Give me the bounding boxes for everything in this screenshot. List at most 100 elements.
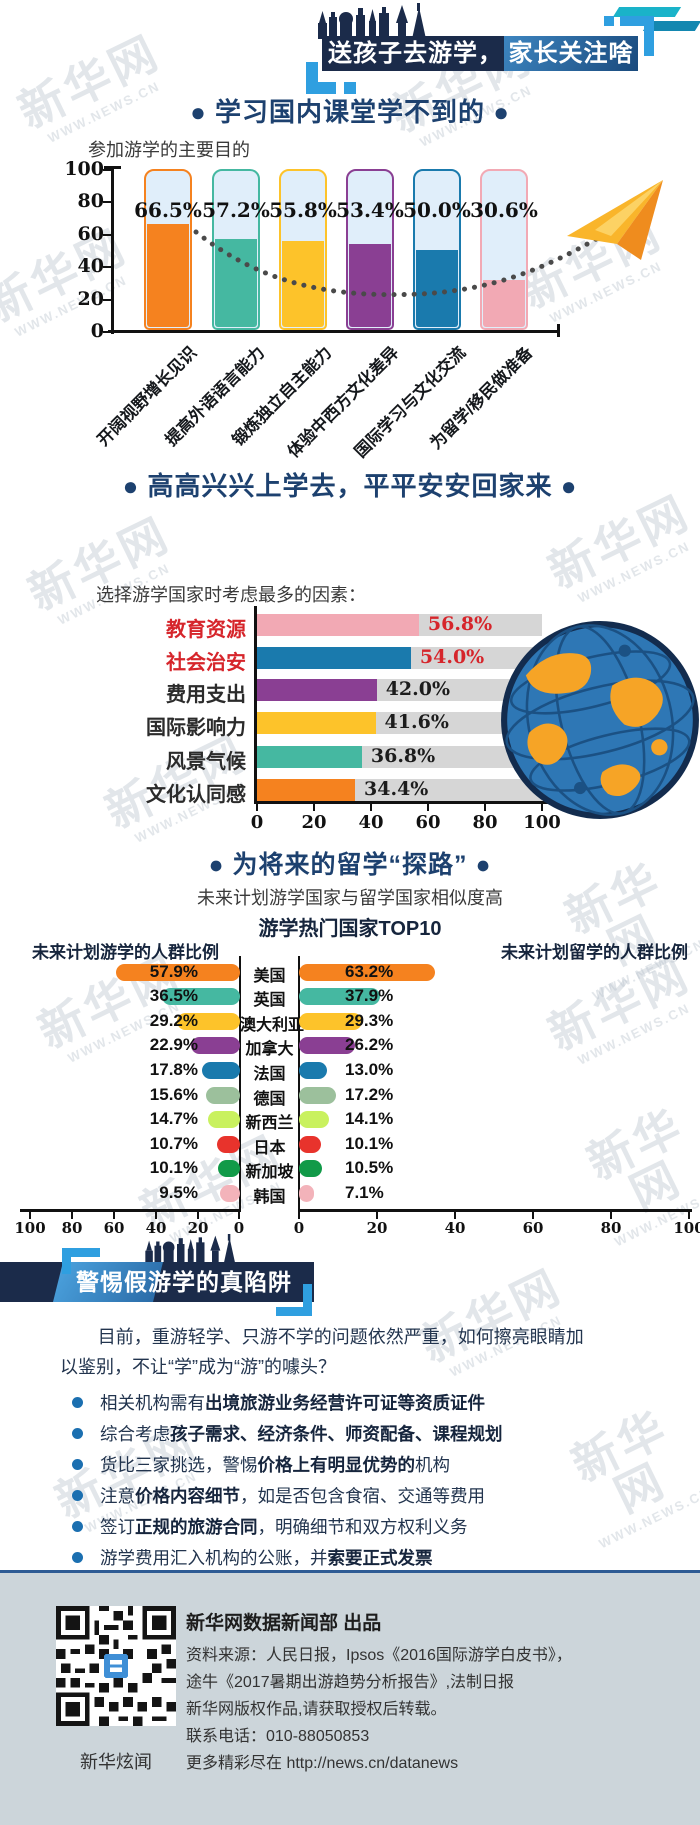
bar-value-label: 34.4% <box>364 778 429 800</box>
bar-fill <box>147 224 189 327</box>
bullet-text-em: 孩子需求、经济条件、师资配备、课程规划 <box>170 1424 503 1444</box>
x-tick-label: 20 <box>301 812 327 833</box>
paragraph-line: 以鉴别，不让“学”成为“游”的噱头？ <box>60 1357 336 1377</box>
bar-value-label: 53.4% <box>336 198 404 222</box>
left-bar <box>190 1037 240 1055</box>
y-tick-label: 40 <box>77 255 104 278</box>
right-axis-tick-label: 100 <box>673 1219 700 1237</box>
right-value-label: 29.3% <box>345 1010 394 1030</box>
y-tick-label: 100 <box>64 158 104 180</box>
bar-value-label: 55.8% <box>269 198 337 222</box>
x-axis-end-tick <box>557 324 560 337</box>
bullet-text-em: 正规的旅游合同 <box>135 1517 258 1537</box>
left-bar <box>115 963 240 981</box>
bar-value-label: 36.8% <box>370 745 436 767</box>
left-axis-tick-label: 60 <box>103 1219 125 1237</box>
bullet-text-plain: ，如是否包含食宿、交通等费用 <box>240 1486 485 1506</box>
right-axis-tick-label: 60 <box>522 1219 544 1237</box>
right-axis-tick-label: 0 <box>293 1219 305 1237</box>
paper-plane-icon <box>567 180 663 260</box>
right-bar <box>299 1184 315 1202</box>
bar-fill <box>257 712 376 734</box>
bullet-text-plain: ，明确细节和双方权利义务 <box>257 1517 468 1537</box>
footer-divider <box>0 1570 700 1573</box>
left-bar <box>206 1086 240 1104</box>
right-axis-tick-label: 20 <box>366 1219 388 1237</box>
qr-label: 新华炫闻 <box>80 1752 152 1772</box>
country-label: 美国 <box>253 967 286 985</box>
left-value-label: 10.1% <box>149 1158 198 1178</box>
right-value-label: 10.1% <box>345 1133 394 1153</box>
bullet-text-plain: 注意 <box>100 1486 135 1506</box>
bullet-text-plain: 货比三家挑选，警惕 <box>100 1455 258 1475</box>
bullet-dot <box>72 1521 83 1532</box>
row-label: 教育资源 <box>166 619 246 641</box>
country-label: 法国 <box>253 1065 286 1083</box>
bar-value-label: 66.5% <box>134 198 202 222</box>
left-bar <box>208 1111 240 1129</box>
right-value-label: 7.1% <box>345 1182 384 1202</box>
right-bar <box>299 988 381 1006</box>
right-bar <box>299 1037 356 1055</box>
left-bar <box>218 1160 240 1178</box>
left-value-label: 15.6% <box>149 1084 198 1104</box>
section2-title: ● 高高兴兴上学去，平平安安回家来 ● <box>122 471 578 501</box>
bullet-dot <box>72 1428 83 1439</box>
y-axis-line <box>254 606 257 804</box>
y-tick-label: 20 <box>77 287 104 310</box>
center-line-right <box>298 956 300 1212</box>
left-axis-tick <box>155 1212 157 1219</box>
country-label: 新西兰 <box>245 1115 294 1133</box>
left-axis-tick-label: 40 <box>145 1219 167 1237</box>
row-label: 费用支出 <box>166 684 246 706</box>
left-axis-tick <box>238 1212 240 1219</box>
bracket-top-right-h <box>620 16 654 26</box>
left-axis-tick <box>113 1212 115 1219</box>
top10-title: 游学热门国家TOP10 <box>258 918 442 940</box>
y-tick-mark <box>103 331 112 333</box>
bullet-text-em: 出境旅游业务经营许可证等资质证件 <box>205 1393 485 1413</box>
country-label: 澳大利亚 <box>240 1016 305 1034</box>
y-tick-mark <box>103 233 112 236</box>
bullet-text-em: 价格上有明显优势的 <box>257 1455 416 1475</box>
bullet-dot <box>72 1552 83 1563</box>
x-tick-label: 80 <box>472 812 498 833</box>
row-label: 文化认同感 <box>146 784 246 806</box>
section3-title: ● 为将来的留学“探路” ● <box>208 851 492 879</box>
left-value-label: 22.9% <box>149 1035 198 1055</box>
bullet-text: 签订正规的旅游合同，明确细节和双方权利义务 <box>100 1516 666 1539</box>
bar-value-label: 41.6% <box>384 711 449 733</box>
country-label: 德国 <box>253 1090 286 1108</box>
right-axis-tick <box>298 1212 300 1219</box>
right-axis-tick-label: 40 <box>444 1219 466 1237</box>
right-value-label: 13.0% <box>345 1059 394 1079</box>
bullet-text: 货比三家挑选，警惕价格上有明显优势的机构 <box>100 1454 666 1477</box>
x-tick-label: 40 <box>358 812 384 833</box>
y-tick-label: 80 <box>77 190 104 213</box>
y-tick-label: 0 <box>90 320 104 342</box>
left-axis-tick <box>71 1212 73 1219</box>
left-bar <box>219 1184 240 1202</box>
bar-fill <box>257 746 362 768</box>
footer-line: 新华网版权作品,请获取授权后转载。 <box>186 1701 447 1718</box>
left-bar <box>161 988 240 1006</box>
x-tick-label: 100 <box>523 812 561 833</box>
bullet-text-em: 索要正式发票 <box>327 1548 433 1568</box>
right-value-label: 10.5% <box>345 1158 394 1178</box>
bar-fill <box>257 614 419 636</box>
x-tick-label: 0 <box>250 812 264 833</box>
city-skyline-small-icon <box>145 1234 236 1264</box>
right-bar <box>299 1160 322 1178</box>
country-label: 韩国 <box>253 1188 286 1206</box>
bullet-text: 综合考虑孩子需求、经济条件、师资配备、课程规划 <box>100 1423 666 1446</box>
bar-fill <box>257 779 356 801</box>
x-axis-line <box>254 801 568 804</box>
right-axis-tick <box>376 1212 378 1219</box>
row-label: 国际影响力 <box>146 717 246 739</box>
footer-line: 更多精彩尽在 http://news.cn/datanews <box>186 1755 459 1772</box>
section3-subtitle: 未来计划游学国家与留学国家相似度高 <box>197 888 503 908</box>
row-label: 风景气候 <box>166 751 246 773</box>
bracket-bottom-left-h <box>306 82 336 94</box>
qr-code <box>56 1606 176 1726</box>
right-bar <box>299 963 435 981</box>
